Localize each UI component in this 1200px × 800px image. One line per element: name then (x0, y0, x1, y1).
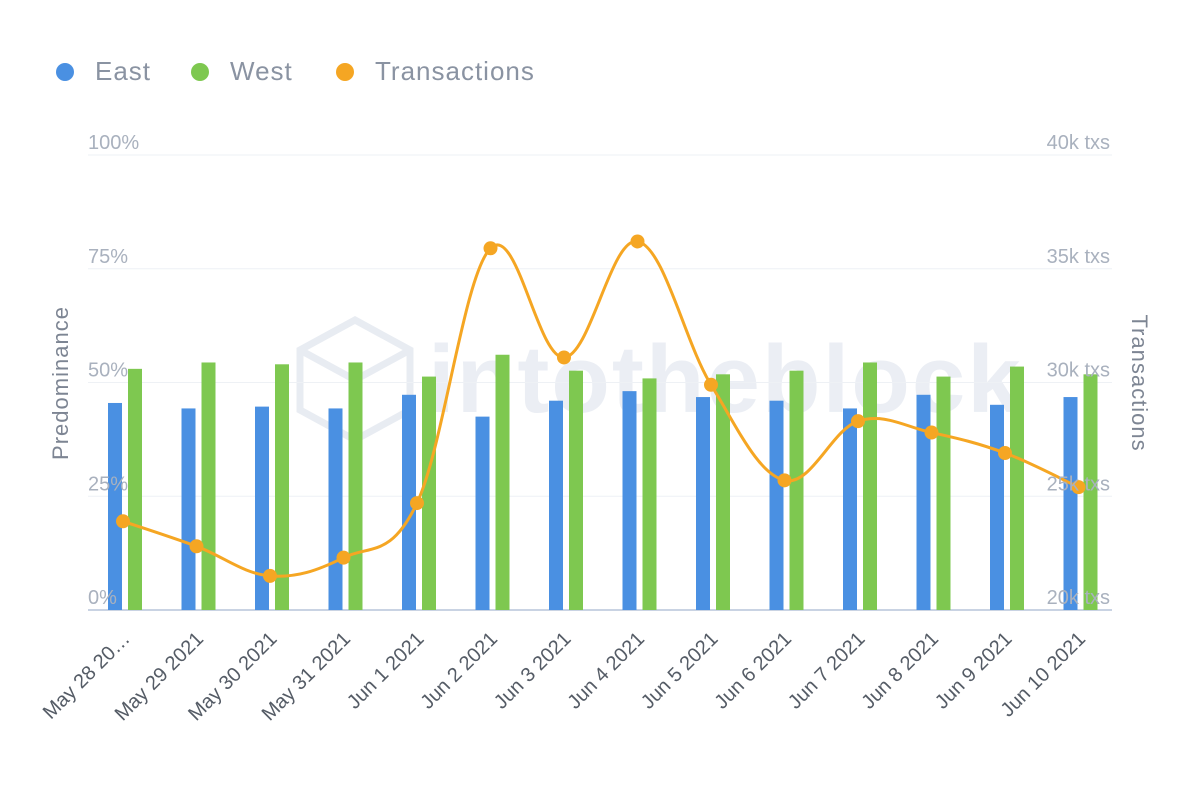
transactions-point (189, 539, 204, 554)
bar-east (255, 406, 269, 610)
bar-west (642, 378, 657, 610)
bar-west (569, 370, 583, 610)
bar-east (622, 391, 637, 610)
legend-east-marker-icon (56, 63, 74, 81)
left-tick-label: 0% (88, 587, 117, 609)
left-axis-ticks: 0% 25% 50% 75% 100% (88, 132, 139, 609)
bar-west (716, 374, 730, 610)
right-tick-label: 30k txs (1047, 360, 1110, 382)
right-tick-label: 20k txs (1047, 587, 1110, 609)
right-axis-ticks: 20k txs 25k txs 30k txs 35k txs 40k txs (1047, 132, 1110, 609)
bar-west (201, 362, 216, 610)
legend-transactions-marker-icon (336, 63, 354, 81)
transactions-point (777, 473, 792, 488)
bar-east (843, 408, 857, 610)
x-tick-label: Jun 3 2021 (490, 628, 576, 714)
bar-west (422, 376, 436, 610)
bars (108, 354, 1098, 610)
transactions-point (924, 425, 939, 440)
right-tick-label: 35k txs (1047, 246, 1110, 268)
transactions-line (122, 239, 1080, 578)
bar-east (990, 404, 1004, 610)
transactions-point (998, 446, 1012, 461)
right-tick-label: 40k txs (1047, 132, 1110, 154)
legend-east-label: East (95, 56, 151, 86)
legend-item-transactions[interactable]: Transactions (336, 56, 535, 86)
bar-west (348, 362, 363, 610)
bar-west (1083, 374, 1098, 610)
x-tick-label: Jun 7 2021 (784, 628, 870, 714)
transactions-point (116, 514, 130, 529)
x-tick-label: Jun 1 2021 (343, 628, 429, 714)
left-tick-label: 100% (88, 132, 139, 154)
gridlines (88, 154, 1112, 611)
x-tick-label: Jun 8 2021 (857, 628, 943, 714)
bar-east (402, 394, 416, 610)
bar-east (549, 400, 563, 610)
transactions-point (483, 241, 498, 256)
transactions-point (851, 414, 865, 429)
transactions-point (630, 234, 645, 249)
bar-east (475, 416, 490, 610)
transactions-point (263, 568, 277, 583)
transactions-points (116, 234, 1086, 583)
x-tick-label: Jun 4 2021 (563, 628, 649, 714)
legend-west-label: West (230, 56, 293, 86)
legend: East West Transactions (56, 56, 535, 86)
transactions-point (704, 377, 718, 392)
legend-west-marker-icon (191, 63, 209, 81)
right-axis-title: Transactions (1127, 314, 1152, 451)
bar-west (128, 368, 142, 610)
legend-item-east[interactable]: East (56, 56, 151, 86)
bar-east (328, 408, 343, 610)
legend-transactions-label: Transactions (375, 56, 535, 86)
bar-east (769, 400, 784, 610)
x-tick-label: Jun 6 2021 (710, 628, 796, 714)
bar-east (181, 408, 196, 610)
bar-west (1010, 366, 1024, 610)
transactions-point (1071, 480, 1086, 495)
bar-east (108, 402, 122, 610)
bar-east (1063, 397, 1078, 610)
left-tick-label: 75% (88, 246, 128, 268)
x-tick-label: Jun 2 2021 (416, 628, 502, 714)
bar-west (495, 354, 510, 610)
legend-item-west[interactable]: West (191, 56, 293, 86)
transactions-point (336, 550, 351, 565)
bar-east (696, 397, 710, 610)
bar-west (789, 370, 804, 610)
left-tick-label: 25% (88, 473, 128, 495)
left-tick-label: 50% (88, 360, 128, 382)
transactions-point (410, 496, 424, 511)
left-axis-title: Predominance (48, 306, 73, 460)
transactions-point (557, 350, 571, 365)
bar-east (916, 394, 931, 610)
right-tick-label: 25k txs (1047, 473, 1110, 495)
bar-west (863, 362, 877, 610)
bar-west (936, 376, 951, 610)
x-tick-label: Jun 5 2021 (637, 628, 723, 714)
bar-west (275, 364, 289, 610)
